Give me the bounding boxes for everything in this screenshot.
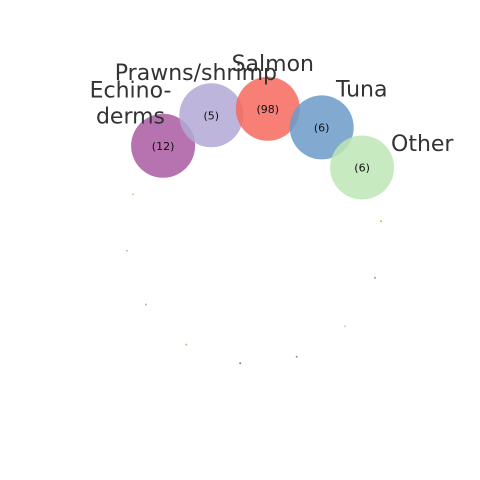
- bubble-label-prawns-shrimp: Prawns/shrimp: [115, 61, 277, 86]
- bubble-label-salmon: Salmon: [232, 52, 314, 77]
- bubble-label-line: Other: [391, 132, 454, 157]
- bubble-count-tuna: (6): [314, 121, 330, 134]
- bubble-count-prawns-shrimp: (5): [204, 109, 220, 122]
- bubble-labels-layer: (12) Echino-derms (5) Prawns/shrimp (98) Salm…: [90, 52, 455, 175]
- empty-slot-dot: [295, 355, 298, 358]
- bubble-tuna: [289, 95, 354, 160]
- bubble-label-line: Tuna: [335, 77, 387, 102]
- bubble-label-echinoderms: Echino-derms: [90, 78, 172, 129]
- bubble-count-salmon: (98): [257, 103, 280, 116]
- empty-slot-dot: [185, 343, 188, 346]
- bubble-echinoderms: [131, 113, 196, 178]
- bubble-label-tuna: Tuna: [335, 77, 387, 102]
- empty-slot-dot: [343, 325, 346, 328]
- bubble-label-other: Other: [391, 132, 454, 157]
- bubble-prawns-shrimp: [179, 83, 244, 148]
- empty-slot-dot: [132, 193, 134, 196]
- bubble-label-line: derms: [96, 104, 165, 129]
- empty-slot-dot: [144, 303, 147, 306]
- bubble-label-line: Salmon: [232, 52, 314, 77]
- empty-slot-dots: [125, 193, 383, 365]
- bubble-count-echinoderms: (12): [152, 140, 175, 153]
- empty-slot-dot: [380, 220, 383, 223]
- bubble-label-line: Echino-: [90, 78, 172, 103]
- empty-slot-dot: [239, 362, 242, 365]
- bubble-label-line: Prawns/shrimp: [115, 61, 277, 86]
- empty-slot-dot: [125, 249, 128, 252]
- bubble-salmon: [235, 76, 300, 141]
- empty-slot-dot: [374, 276, 376, 279]
- bubble-count-other: (6): [354, 162, 370, 175]
- bubbles-layer: [131, 76, 395, 200]
- bubble-other: [330, 135, 395, 200]
